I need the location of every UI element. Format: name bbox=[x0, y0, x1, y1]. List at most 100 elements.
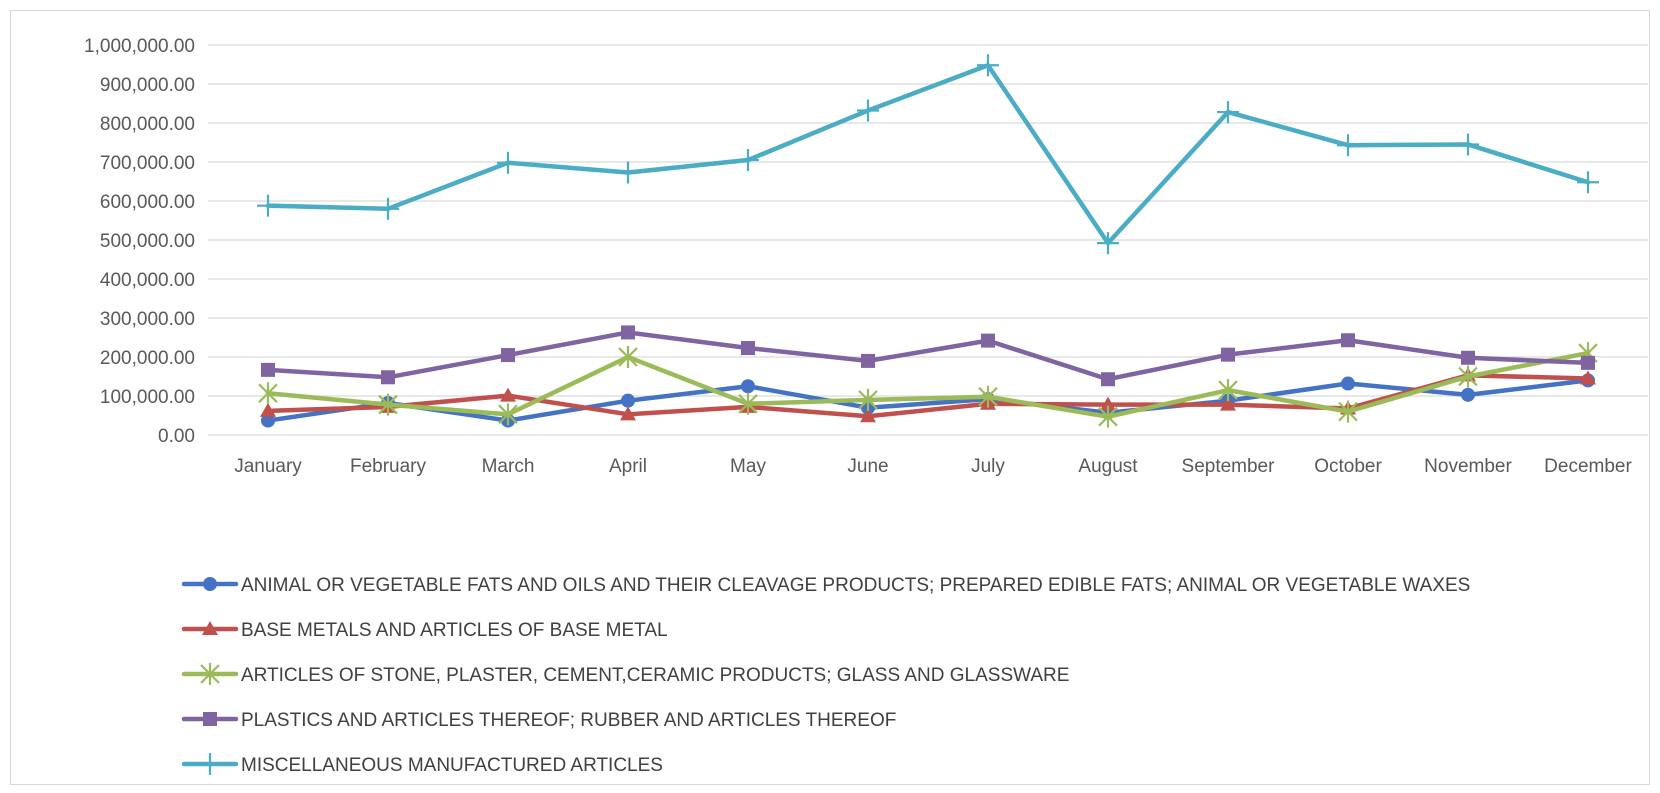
y-tick-label: 0.00 bbox=[158, 426, 195, 447]
x-tick-label: October bbox=[1314, 456, 1382, 477]
data-point bbox=[261, 413, 275, 428]
series bbox=[261, 325, 1595, 387]
data-point bbox=[617, 161, 639, 184]
series-line bbox=[265, 373, 1591, 419]
x-tick-label: November bbox=[1424, 456, 1512, 477]
y-tick-label: 500,000.00 bbox=[100, 231, 195, 252]
legend-label: PLASTICS AND ARTICLES THEREOF; RUBBER AN… bbox=[241, 710, 896, 731]
legend-entry: ARTICLES OF STONE, PLASTER, CEMENT,CERAM… bbox=[181, 663, 1069, 686]
y-tick-label: 700,000.00 bbox=[100, 153, 195, 174]
series-lines bbox=[257, 54, 1599, 428]
y-tick-label: 800,000.00 bbox=[100, 114, 195, 135]
series-line bbox=[265, 63, 1591, 246]
series bbox=[257, 54, 1599, 255]
x-tick-label: September bbox=[1182, 456, 1276, 477]
series bbox=[258, 342, 1598, 428]
y-tick-label: 400,000.00 bbox=[100, 270, 195, 291]
series-line bbox=[265, 330, 1591, 382]
data-point bbox=[1221, 347, 1235, 362]
data-point bbox=[621, 393, 635, 408]
legend-label: ARTICLES OF STONE, PLASTER, CEMENT,CERAM… bbox=[241, 665, 1069, 686]
legend-entry: MISCELLANEOUS MANUFACTURED ARTICLES bbox=[181, 753, 663, 776]
y-tick-label: 900,000.00 bbox=[100, 75, 195, 96]
data-point bbox=[258, 382, 278, 405]
x-tick-label: January bbox=[234, 456, 302, 477]
y-tick-label: 600,000.00 bbox=[100, 192, 195, 213]
data-point bbox=[978, 385, 998, 408]
x-tick-label: March bbox=[482, 456, 535, 477]
data-point bbox=[1341, 376, 1355, 391]
data-point bbox=[1580, 370, 1596, 385]
x-tick-label: June bbox=[847, 456, 888, 477]
data-point bbox=[741, 341, 755, 356]
legend-label: BASE METALS AND ARTICLES OF BASE METAL bbox=[241, 620, 668, 641]
data-point bbox=[497, 151, 519, 174]
data-point bbox=[621, 325, 635, 340]
data-point bbox=[378, 393, 398, 416]
data-point bbox=[1577, 171, 1599, 194]
data-point bbox=[1218, 379, 1238, 402]
data-point bbox=[977, 54, 999, 77]
legend: ANIMAL OR VEGETABLE FATS AND OILS AND TH… bbox=[181, 575, 1470, 776]
legend-entry: ANIMAL OR VEGETABLE FATS AND OILS AND TH… bbox=[181, 575, 1470, 596]
series-line bbox=[265, 350, 1591, 419]
x-tick-label: December bbox=[1544, 456, 1632, 477]
data-point bbox=[500, 387, 516, 402]
data-point bbox=[1341, 333, 1355, 348]
data-point bbox=[203, 577, 217, 591]
data-point bbox=[1097, 232, 1119, 255]
data-point bbox=[381, 370, 395, 385]
y-tick-label: 1,000,000.00 bbox=[84, 36, 195, 57]
gridlines bbox=[208, 44, 1648, 436]
data-point bbox=[1461, 350, 1475, 365]
x-tick-label: April bbox=[609, 456, 647, 477]
x-tick-label: August bbox=[1078, 456, 1138, 477]
data-point bbox=[737, 149, 759, 172]
data-point bbox=[1100, 396, 1116, 411]
x-tick-label: July bbox=[971, 456, 1005, 477]
data-point bbox=[1338, 400, 1358, 423]
data-point bbox=[1337, 134, 1359, 157]
data-point bbox=[618, 346, 638, 368]
data-point bbox=[199, 753, 221, 775]
data-point bbox=[861, 353, 875, 368]
data-point bbox=[1101, 372, 1115, 387]
data-point bbox=[1461, 387, 1475, 402]
legend-entry: PLASTICS AND ARTICLES THEREOF; RUBBER AN… bbox=[181, 710, 896, 731]
y-tick-label: 100,000.00 bbox=[100, 387, 195, 408]
x-axis-tick-labels: January February March April May June July Augu… bbox=[234, 456, 1632, 477]
data-point bbox=[858, 388, 878, 411]
data-point bbox=[1581, 355, 1595, 370]
data-point bbox=[1217, 101, 1239, 124]
legend-label: MISCELLANEOUS MANUFACTURED ARTICLES bbox=[241, 755, 663, 776]
data-point bbox=[1457, 133, 1479, 156]
y-tick-label: 300,000.00 bbox=[100, 309, 195, 330]
legend-entry: BASE METALS AND ARTICLES OF BASE METAL bbox=[181, 620, 668, 641]
x-tick-label: February bbox=[350, 456, 427, 477]
data-point bbox=[257, 194, 279, 217]
legend-label: ANIMAL OR VEGETABLE FATS AND OILS AND TH… bbox=[241, 575, 1470, 596]
data-point bbox=[498, 403, 518, 426]
data-point bbox=[501, 348, 515, 363]
data-point bbox=[857, 99, 879, 122]
x-tick-label: May bbox=[730, 456, 766, 477]
data-point bbox=[377, 197, 399, 220]
data-point bbox=[260, 402, 276, 417]
chart-frame bbox=[10, 10, 1650, 785]
data-point bbox=[981, 333, 995, 348]
data-point bbox=[738, 392, 758, 415]
y-tick-label: 200,000.00 bbox=[100, 348, 195, 369]
data-point bbox=[1458, 365, 1478, 388]
data-point bbox=[741, 379, 755, 394]
data-point bbox=[620, 406, 636, 421]
data-point bbox=[860, 408, 876, 423]
series-line bbox=[265, 378, 1591, 423]
y-axis-tick-labels: 0.00 100,000.00 200,000.00 300,000.00 400,00… bbox=[84, 36, 195, 447]
data-point bbox=[1098, 405, 1118, 428]
data-point bbox=[261, 362, 275, 377]
data-point bbox=[203, 712, 217, 726]
data-point bbox=[200, 663, 220, 685]
data-point bbox=[202, 621, 218, 635]
data-point bbox=[1220, 396, 1236, 411]
